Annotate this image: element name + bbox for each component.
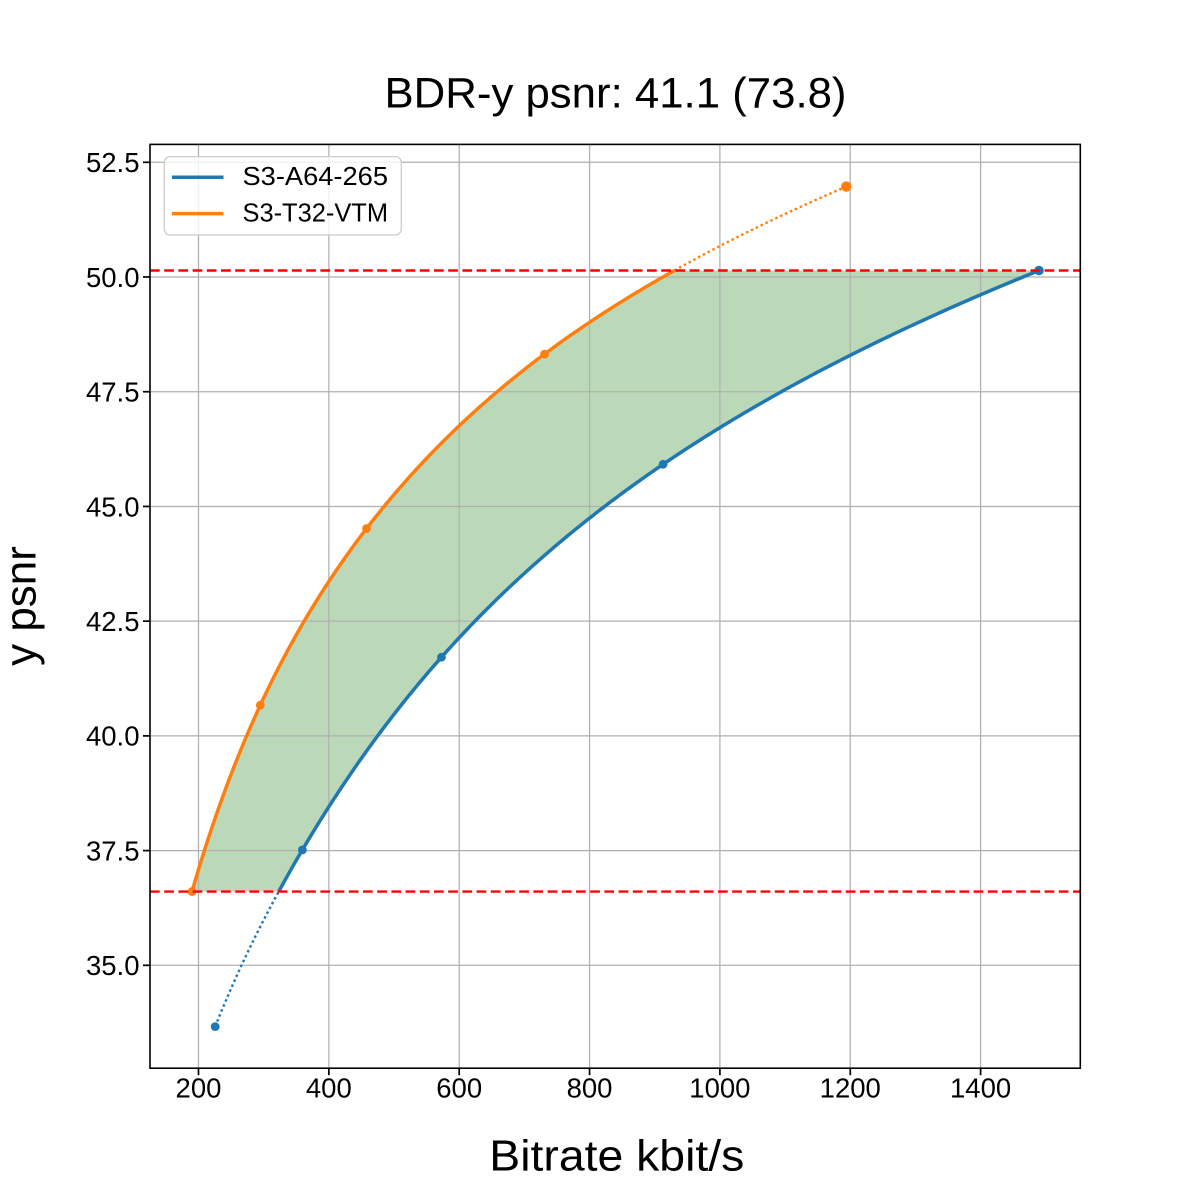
svg-text:S3-T32-VTM: S3-T32-VTM [243, 197, 389, 227]
svg-text:S3-A64-265: S3-A64-265 [243, 161, 389, 191]
svg-text:600: 600 [436, 1073, 482, 1104]
svg-text:1200: 1200 [820, 1073, 881, 1104]
svg-text:37.5: 37.5 [86, 835, 140, 866]
svg-text:35.0: 35.0 [86, 950, 140, 981]
svg-text:y psnr: y psnr [0, 546, 46, 666]
svg-text:200: 200 [176, 1073, 222, 1104]
svg-text:40.0: 40.0 [86, 721, 140, 752]
svg-text:52.5: 52.5 [86, 147, 140, 178]
svg-text:47.5: 47.5 [86, 377, 140, 408]
svg-text:42.5: 42.5 [86, 606, 140, 637]
svg-text:Bitrate kbit/s: Bitrate kbit/s [489, 1132, 744, 1181]
svg-text:1400: 1400 [950, 1073, 1011, 1104]
svg-text:BDR-y psnr: 41.1 (73.8): BDR-y psnr: 41.1 (73.8) [385, 70, 847, 118]
svg-text:800: 800 [567, 1073, 613, 1104]
svg-text:1000: 1000 [689, 1073, 750, 1104]
svg-text:50.0: 50.0 [86, 262, 140, 293]
svg-text:45.0: 45.0 [86, 491, 140, 522]
svg-text:400: 400 [306, 1073, 352, 1104]
